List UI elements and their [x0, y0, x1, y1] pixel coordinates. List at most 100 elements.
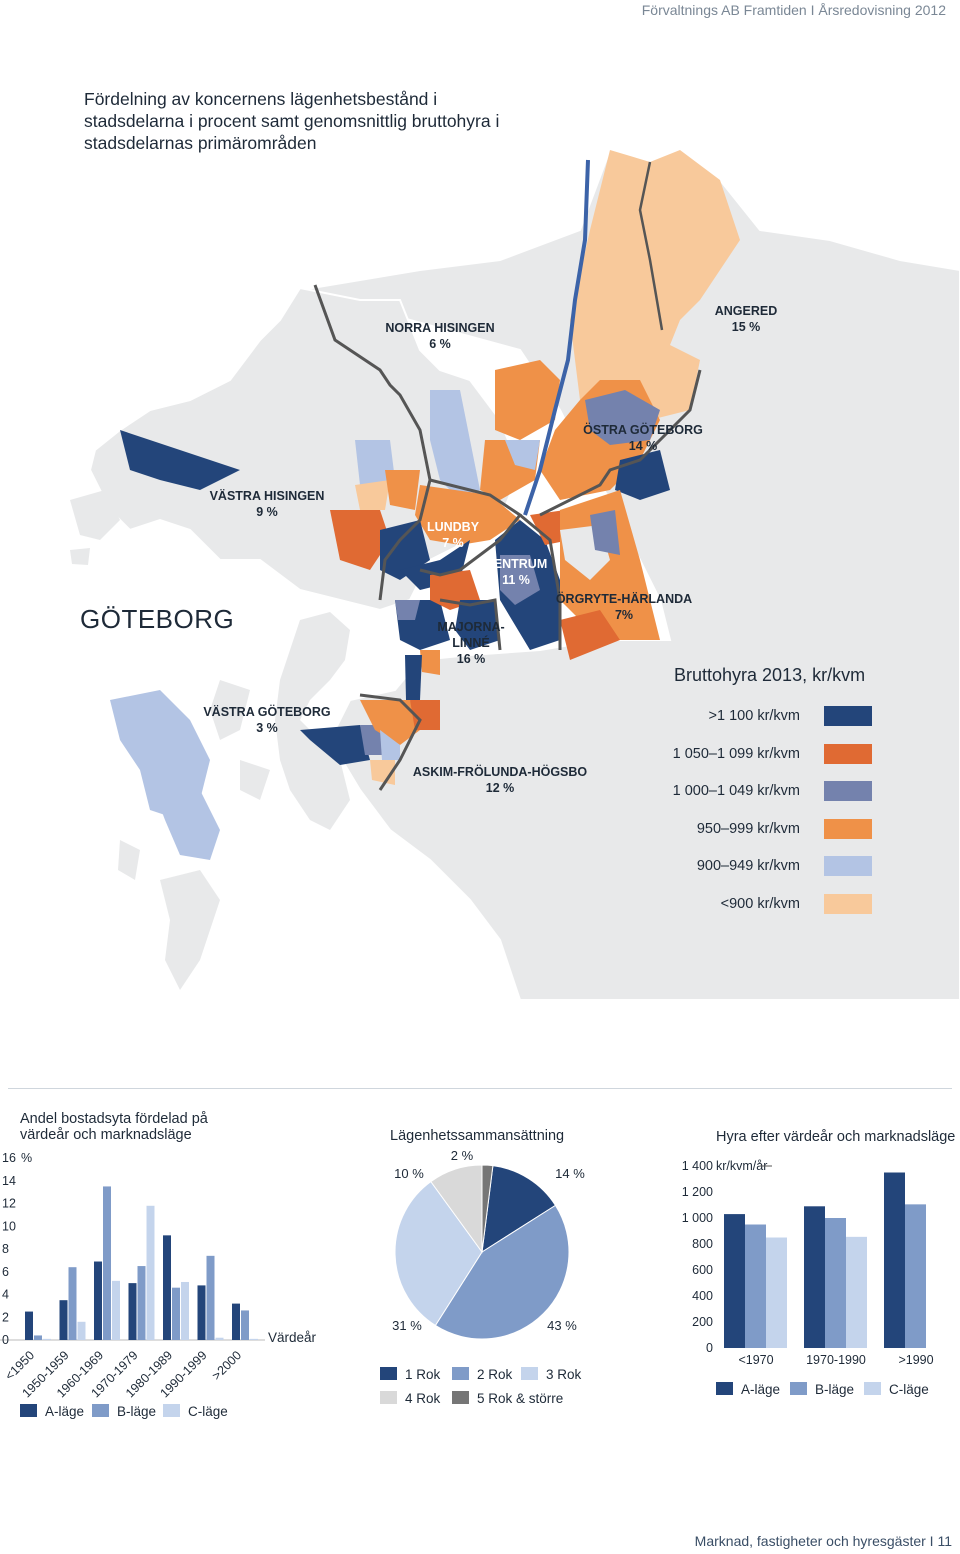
- chart1-bar: [25, 1311, 33, 1340]
- map-legend-item: 900–949 kr/kvm: [600, 856, 872, 878]
- chart1-bar: [128, 1283, 137, 1340]
- district-border-2: [419, 478, 523, 577]
- chart3-bar: [766, 1237, 787, 1348]
- chart1-bar: [232, 1303, 240, 1340]
- island-5: [160, 870, 220, 990]
- label-centrum: CENTRUM 11 %: [484, 557, 548, 587]
- label-lundby: LUNDBY 7 %: [426, 520, 480, 550]
- chart3-bar: [905, 1204, 926, 1348]
- island-2: [70, 548, 90, 565]
- chart3-xtick: >1990: [898, 1353, 933, 1367]
- chart1-ytick: 4: [2, 1288, 9, 1302]
- norra-area-1: [495, 360, 560, 440]
- vastra-hisingen-area-2: [330, 510, 390, 570]
- orgryte-area-3: [590, 510, 620, 555]
- chart1-ytick: 14: [2, 1174, 16, 1188]
- chart3-legend-a: A-läge: [716, 1382, 780, 1397]
- chart1-bar: [34, 1335, 42, 1340]
- chart1-bar: [172, 1287, 180, 1340]
- island-4: [240, 760, 270, 800]
- map-legend-item: >1 100 kr/kvm: [600, 706, 872, 728]
- chart3-legend-c: C-läge: [864, 1382, 929, 1397]
- vastra-goteborg-area-2: [360, 725, 385, 755]
- chart1-bar: [103, 1186, 111, 1340]
- chart1-ytick: 8: [2, 1242, 9, 1256]
- orgryte-area-4: [560, 610, 620, 660]
- map-legend-item: 950–999 kr/kvm: [600, 819, 872, 841]
- label-vastra-hisingen: VÄSTRA HISINGEN 9 %: [209, 489, 325, 519]
- chart3-bar: [745, 1224, 766, 1348]
- label-orgryte-harlanda: ÖRGRYTE-HÄRLANDA 7%: [555, 592, 693, 622]
- chart3-ytick: 1 200: [682, 1185, 713, 1199]
- chart1-bar: [68, 1267, 77, 1340]
- chart2-pie: 14 % 43 % 31 % 10 % 2 %: [392, 1148, 585, 1340]
- pie-label: 43 %: [547, 1318, 577, 1333]
- map-legend-title: Bruttohyra 2013, kr/kvm: [674, 665, 866, 685]
- majorna-area-3: [455, 600, 500, 650]
- chart3-ytick: 400: [692, 1289, 713, 1303]
- chart3-bar: [825, 1218, 846, 1348]
- pie-label: 31 %: [392, 1318, 422, 1333]
- lundby-area-2: [380, 520, 430, 580]
- chart3-ytick: 1 400: [682, 1159, 713, 1173]
- chart1-ytick: 6: [2, 1265, 9, 1279]
- chart1-xlabel: Värdeår: [268, 1330, 317, 1345]
- map-legend-item: 1 000–1 049 kr/kvm: [600, 781, 872, 803]
- chart3-title: Hyra efter värdeår och marknadsläge: [716, 1129, 956, 1145]
- legend-swatch: [824, 819, 872, 839]
- norra-area-4: [505, 440, 540, 470]
- chart1-ytick: 10: [2, 1219, 16, 1233]
- chart3-ytick: 200: [692, 1315, 713, 1329]
- district-border-1: [313, 284, 432, 601]
- ostra-area-2: [585, 390, 660, 445]
- chart1-bar: [59, 1300, 68, 1340]
- chart1-ytick: 16: [2, 1151, 16, 1165]
- chart3-ytick: 600: [692, 1263, 713, 1277]
- chart1-bar: [94, 1261, 102, 1340]
- label-norra-hisingen: NORRA HISINGEN 6 %: [385, 321, 495, 351]
- legend-swatch: [824, 856, 872, 876]
- pie-slice: [481, 1165, 557, 1253]
- chart1-bar: [197, 1285, 206, 1340]
- island-1: [70, 490, 120, 540]
- chart1-legend-b: B-läge: [92, 1404, 156, 1419]
- chart1-bar: [163, 1235, 171, 1340]
- chart1-ytick: 12: [2, 1197, 16, 1211]
- map-legend-item: 1 050–1 099 kr/kvm: [600, 744, 872, 766]
- chart3-legend-b: B-läge: [790, 1382, 854, 1397]
- label-majorna-linne: MAJORNA- LINNÉ 16 %: [437, 620, 505, 666]
- pie-slice: [394, 1180, 483, 1327]
- chart1-yunit: %: [21, 1151, 32, 1165]
- chart3-ytick: 0: [706, 1341, 713, 1355]
- chart1-title: Andel bostadsyta fördelad på värdeår och…: [20, 1111, 208, 1143]
- river: [523, 159, 590, 516]
- legend-swatch: [824, 744, 872, 764]
- vastra-hisingen-area-3: [355, 480, 390, 510]
- label-ostra-goteborg: ÖSTRA GÖTEBORG 14 %: [583, 423, 703, 453]
- page-footer: Marknad, fastigheter och hyresgäster I 1…: [694, 1533, 952, 1549]
- chart3-yunit: kr/kvm/år: [716, 1159, 767, 1173]
- pie-legend-3rok: 3 Rok: [521, 1367, 581, 1382]
- vastra-hisingen-area-4: [385, 470, 420, 510]
- pie-legend-4rok: 4 Rok: [380, 1391, 440, 1406]
- lundby-area-1: [415, 485, 520, 545]
- pie-label: 10 %: [394, 1166, 424, 1181]
- chart1-bar: [77, 1321, 86, 1340]
- chart1-bar: [215, 1337, 224, 1340]
- majorna-area-6: [395, 600, 420, 620]
- label-askim-frolunda-hogsbo: ASKIM-FRÖLUNDA-HÖGSBO 12 %: [412, 765, 588, 795]
- askim-area-1: [360, 700, 420, 745]
- chart1-bar: [137, 1266, 146, 1340]
- chart2-title: Lägenhetssammansättning: [390, 1128, 565, 1144]
- district-border-3: [539, 369, 702, 517]
- chart3-bar: [804, 1206, 825, 1348]
- vastra-hisingen-area: [120, 430, 240, 490]
- pie-label: 14 %: [555, 1166, 585, 1181]
- island-6: [118, 840, 140, 880]
- chart1-bar: [112, 1280, 120, 1340]
- district-border-7: [638, 161, 664, 331]
- district-map: [70, 148, 960, 1000]
- pie-slice: [434, 1204, 570, 1340]
- chart1-bar: [181, 1281, 189, 1340]
- district-border-5: [439, 598, 502, 651]
